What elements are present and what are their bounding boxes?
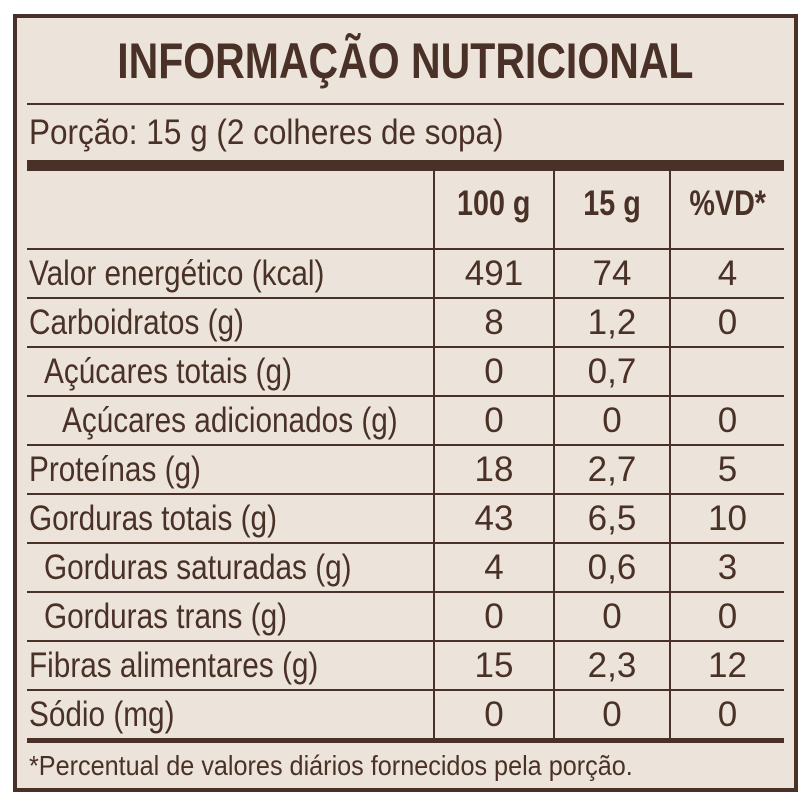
column-header-100g: 100 g xyxy=(433,171,553,248)
table-row-sodio: Sódio (mg) 0 0 0 xyxy=(27,691,784,738)
label-title: INFORMAÇÃO NUTRICIONAL xyxy=(27,18,784,103)
nutrition-table: 100 g 15 g %VD* Valor energético (kcal) … xyxy=(27,171,784,738)
table-row-gorduras-totais: Gorduras totais (g) 43 6,5 10 xyxy=(27,495,784,544)
label-title-text: INFORMAÇÃO NUTRICIONAL xyxy=(117,32,694,89)
value-100g: 0 xyxy=(433,691,553,738)
value-vd: 4 xyxy=(669,250,784,297)
value-100g: 491 xyxy=(433,250,553,297)
column-header-15g: 15 g xyxy=(553,171,669,248)
row-label: Açúcares adicionados (g) xyxy=(62,400,398,440)
value-100g: 0 xyxy=(433,593,553,640)
column-header-vd-text: %VD* xyxy=(689,184,766,223)
value-100g: 15 xyxy=(433,642,553,689)
table-row-proteinas: Proteínas (g) 18 2,7 5 xyxy=(27,446,784,495)
table-row-fibras: Fibras alimentares (g) 15 2,3 12 xyxy=(27,642,784,691)
row-label: Valor energético (kcal) xyxy=(29,253,325,293)
value-vd: 0 xyxy=(669,691,784,738)
footnote-divider xyxy=(27,738,784,743)
table-row-gorduras-saturadas: Gorduras saturadas (g) 4 0,6 3 xyxy=(27,544,784,593)
value-vd: 10 xyxy=(669,495,784,542)
column-header-15g-text: 15 g xyxy=(583,184,641,223)
value-vd: 0 xyxy=(669,299,784,346)
value-100g: 4 xyxy=(433,544,553,591)
footnote: *Percentual de valores diários fornecido… xyxy=(27,743,784,788)
row-label: Carboidratos (g) xyxy=(29,302,244,342)
table-row-valor-energetico: Valor energético (kcal) 491 74 4 xyxy=(27,250,784,299)
value-15g: 6,5 xyxy=(553,495,669,542)
column-header-vd: %VD* xyxy=(669,171,784,248)
row-label: Proteínas (g) xyxy=(29,449,201,489)
value-15g: 1,2 xyxy=(553,299,669,346)
value-15g: 0 xyxy=(553,691,669,738)
value-vd: 5 xyxy=(669,446,784,493)
value-vd: 3 xyxy=(669,544,784,591)
portion-row: Porção: 15 g (2 colheres de sopa) xyxy=(27,105,784,160)
column-header-100g-text: 100 g xyxy=(457,184,531,223)
value-15g: 0,6 xyxy=(553,544,669,591)
value-100g: 43 xyxy=(433,495,553,542)
value-vd: 12 xyxy=(669,642,784,689)
value-15g: 0 xyxy=(553,593,669,640)
table-row-acucares-totais: Açúcares totais (g) 0 0,7 xyxy=(27,348,784,397)
table-row-gorduras-trans: Gorduras trans (g) 0 0 0 xyxy=(27,593,784,642)
value-vd: 0 xyxy=(669,397,784,444)
nutrition-label: INFORMAÇÃO NUTRICIONAL Porção: 15 g (2 c… xyxy=(13,14,798,792)
row-label: Gorduras saturadas (g) xyxy=(44,547,352,587)
table-header-row: 100 g 15 g %VD* xyxy=(27,171,784,250)
row-label: Gorduras totais (g) xyxy=(29,498,278,538)
row-label: Sódio (mg) xyxy=(29,694,175,734)
value-100g: 8 xyxy=(433,299,553,346)
value-15g: 74 xyxy=(553,250,669,297)
portion-text: Porção: 15 g (2 colheres de sopa) xyxy=(29,112,504,152)
value-vd: 0 xyxy=(669,593,784,640)
header-empty-cell xyxy=(27,171,433,248)
value-100g: 0 xyxy=(433,397,553,444)
row-label: Fibras alimentares (g) xyxy=(29,645,319,685)
footnote-text: *Percentual de valores diários fornecido… xyxy=(29,749,633,781)
value-100g: 18 xyxy=(433,446,553,493)
table-row-carboidratos: Carboidratos (g) 8 1,2 0 xyxy=(27,299,784,348)
header-bar xyxy=(27,160,784,171)
row-label: Açúcares totais (g) xyxy=(44,351,293,391)
table-row-acucares-adicionados: Açúcares adicionados (g) 0 0 0 xyxy=(27,397,784,446)
row-label: Gorduras trans (g) xyxy=(44,596,288,636)
value-15g: 2,3 xyxy=(553,642,669,689)
value-15g: 2,7 xyxy=(553,446,669,493)
value-15g: 0 xyxy=(553,397,669,444)
value-100g: 0 xyxy=(433,348,553,395)
value-vd xyxy=(669,348,784,395)
title-divider xyxy=(27,103,784,105)
value-15g: 0,7 xyxy=(553,348,669,395)
